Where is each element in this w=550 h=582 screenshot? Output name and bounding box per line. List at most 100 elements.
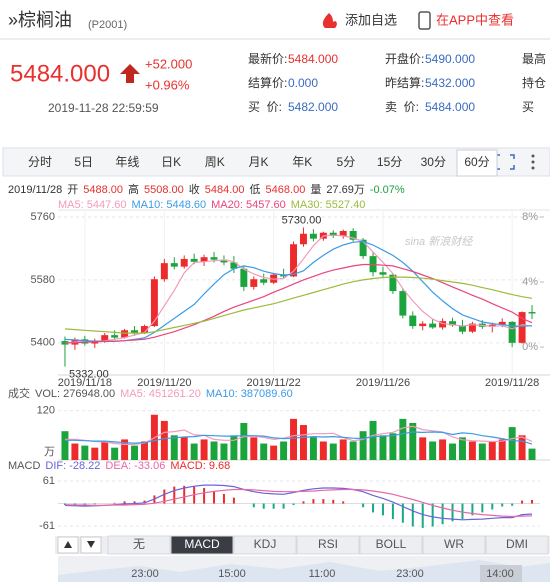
- header-item: MA20: 5457.60: [211, 199, 286, 211]
- indicator-tab[interactable]: DMI: [506, 537, 528, 551]
- macd-bar: [173, 486, 176, 504]
- indicator-tab-bg[interactable]: [485, 535, 549, 555]
- open-app[interactable]: 在APP中查看: [436, 12, 514, 27]
- watch-icon[interactable]: [322, 13, 337, 28]
- indicator-tab-bg[interactable]: [233, 535, 297, 555]
- period-tab[interactable]: 年线: [115, 155, 139, 169]
- indicator-tab-bg[interactable]: [359, 535, 423, 555]
- header-item: 2019/11/28: [8, 184, 62, 196]
- indicator-tab-bg[interactable]: [422, 535, 486, 555]
- period-tab[interactable]: 60分: [464, 155, 489, 169]
- macd-bar: [302, 501, 305, 504]
- candle-body: [101, 335, 109, 342]
- macd-bar: [123, 501, 126, 504]
- candle-body: [131, 330, 139, 334]
- candle-body: [290, 244, 298, 277]
- contract-code: (P2001): [88, 19, 127, 31]
- candle-body: [419, 323, 427, 327]
- indicator-line: [64, 276, 533, 334]
- period-tab[interactable]: 5日: [74, 155, 93, 169]
- y-tick-label: -61: [39, 520, 55, 532]
- navigator-time: 14:00: [486, 568, 514, 580]
- volume-bar: [61, 431, 69, 460]
- volume-bar: [429, 441, 437, 460]
- indicator-tab[interactable]: RSI: [318, 537, 338, 551]
- period-tab-selected[interactable]: [456, 149, 498, 177]
- header-item: 5488.00: [83, 184, 123, 196]
- y-tick-label: 120: [37, 405, 55, 417]
- macd-bar: [222, 493, 225, 504]
- volume-bar: [230, 435, 238, 460]
- macd-bar: [501, 503, 504, 507]
- y-tick-label: 5760: [31, 211, 55, 223]
- volume-bar: [359, 431, 367, 460]
- period-tab[interactable]: 分时: [28, 155, 52, 169]
- indicator-tab-bg[interactable]: [170, 535, 234, 555]
- macd-bar: [322, 499, 325, 504]
- period-tab[interactable]: 15分: [377, 155, 402, 169]
- volume-bar: [81, 445, 89, 460]
- volume-bar: [210, 441, 218, 460]
- extreme-label: 5730.00: [282, 214, 322, 226]
- field-value: 5484.000: [288, 52, 338, 66]
- period-tab[interactable]: 年K: [292, 155, 312, 169]
- navigator-window[interactable]: [480, 565, 522, 582]
- last-price: 5484.000: [10, 60, 110, 87]
- indicator-tab[interactable]: WR: [444, 537, 464, 551]
- candle-body: [468, 323, 476, 332]
- indicator-tab[interactable]: BOLL: [376, 537, 407, 551]
- price-change-pct: +0.96%: [145, 77, 190, 92]
- volume-bar: [170, 435, 178, 460]
- scroll-up-icon[interactable]: [64, 541, 72, 548]
- period-tab[interactable]: 5分: [337, 155, 356, 169]
- macd-bar: [471, 503, 474, 516]
- macd-bar: [163, 489, 166, 504]
- candle-body: [528, 312, 536, 314]
- header-item: -0.07%: [370, 184, 405, 196]
- add-watchlist[interactable]: 添加自选: [345, 12, 397, 27]
- indicator-tab-bg[interactable]: [107, 535, 171, 555]
- period-tab[interactable]: 日K: [161, 155, 181, 169]
- field-label: 卖 价:: [385, 100, 419, 114]
- volume-bar: [160, 420, 168, 460]
- macd-bar: [232, 497, 235, 504]
- scroll-down-icon[interactable]: [87, 541, 95, 548]
- macd-bar: [183, 485, 186, 504]
- macd-bar: [342, 501, 345, 504]
- phone-icon[interactable]: [418, 11, 431, 30]
- period-tab[interactable]: 月K: [248, 155, 268, 169]
- indicator-tab[interactable]: KDJ: [254, 537, 277, 551]
- macd-bar: [312, 499, 315, 504]
- volume-bar: [121, 439, 129, 460]
- header-item: 27.69万: [326, 184, 365, 196]
- header-item: 成交: [8, 386, 30, 400]
- header-item: MA30: 5527.40: [291, 199, 366, 211]
- chart-area: 分时 5日 年线 日K 周K 月K 年K 5分 15分 30分 60分 2019/11/28 开 5488…: [8, 149, 550, 555]
- more-icon[interactable]: [531, 154, 535, 170]
- candle-body: [61, 341, 69, 345]
- header-item: 5484.00: [205, 184, 245, 196]
- indicator-tab[interactable]: MACD: [184, 537, 220, 551]
- indicator-tab-bg[interactable]: [296, 535, 360, 555]
- field-label: 结算价:: [248, 75, 287, 90]
- macd-bar: [133, 501, 136, 504]
- period-tab[interactable]: 30分: [421, 155, 446, 169]
- macd-bar: [213, 490, 216, 504]
- field-label: 最高: [522, 51, 546, 66]
- candle-body: [339, 230, 347, 236]
- volume-bar: [180, 437, 188, 460]
- macd-bar: [93, 503, 96, 505]
- macd-bar: [332, 499, 335, 504]
- candle-body: [429, 323, 437, 328]
- macd-bar: [451, 503, 454, 522]
- unit-label: 万: [44, 446, 55, 458]
- indicator-tab[interactable]: 无: [133, 537, 145, 551]
- candle-body: [309, 233, 317, 239]
- period-tab[interactable]: 周K: [205, 155, 225, 169]
- y2-tick-label: 0%: [522, 341, 538, 353]
- volume-bar: [91, 447, 99, 460]
- candle-body: [359, 239, 367, 257]
- y2-tick-label: 4%: [522, 276, 538, 288]
- candle-body: [180, 258, 188, 267]
- candle-body: [200, 257, 208, 262]
